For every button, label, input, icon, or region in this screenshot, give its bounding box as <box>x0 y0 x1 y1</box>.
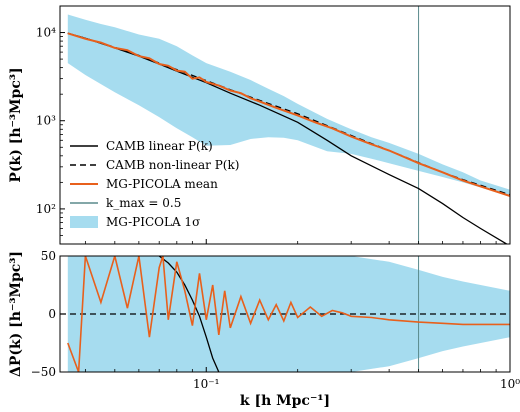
x-axis-label: k [h Mpc⁻¹] <box>240 393 330 409</box>
bottom-ytick-label-2: 50 <box>41 249 56 263</box>
bottom-ytick-label-0: −50 <box>31 365 56 379</box>
bottom-series-0 <box>158 256 220 372</box>
legend-swatch-4 <box>70 216 98 228</box>
top-sigma-band <box>67 14 510 196</box>
bottom-y-axis-label: ΔP(k) [h⁻³Mpc³] <box>8 251 24 377</box>
legend-label-4: MG-PICOLA 1σ <box>106 215 200 229</box>
bottom-series-1 <box>67 256 510 372</box>
bottom-ytick-label-1: 0 <box>48 307 56 321</box>
top-y-axis-label: P(k) [h⁻³Mpc³] <box>8 67 24 182</box>
legend-label-3: k_max = 0.5 <box>106 196 181 210</box>
top-series-2 <box>67 32 510 197</box>
legend-label-2: MG-PICOLA mean <box>106 177 218 191</box>
bottom-panel-plot <box>60 256 510 372</box>
top-ytick-label-1: 10³ <box>36 114 56 128</box>
legend-label-1: CAMB non-linear P(k) <box>106 158 239 172</box>
bottom-sigma-band <box>67 256 510 372</box>
top-ytick-label-2: 10⁴ <box>36 26 56 40</box>
xtick-label-0: 10⁻¹ <box>193 377 219 391</box>
xtick-label-1: 10⁰ <box>500 377 520 391</box>
top-panel-plot <box>67 6 510 244</box>
legend-label-0: CAMB linear P(k) <box>106 139 213 153</box>
top-ytick-label-0: 10² <box>36 202 56 216</box>
legend: CAMB linear P(k) CAMB non-linear P(k) MG-P… <box>70 139 239 229</box>
axis-ticks: 10² 10³ 10⁴ 10⁻¹ 10⁰ −50 0 50 <box>31 5 520 391</box>
